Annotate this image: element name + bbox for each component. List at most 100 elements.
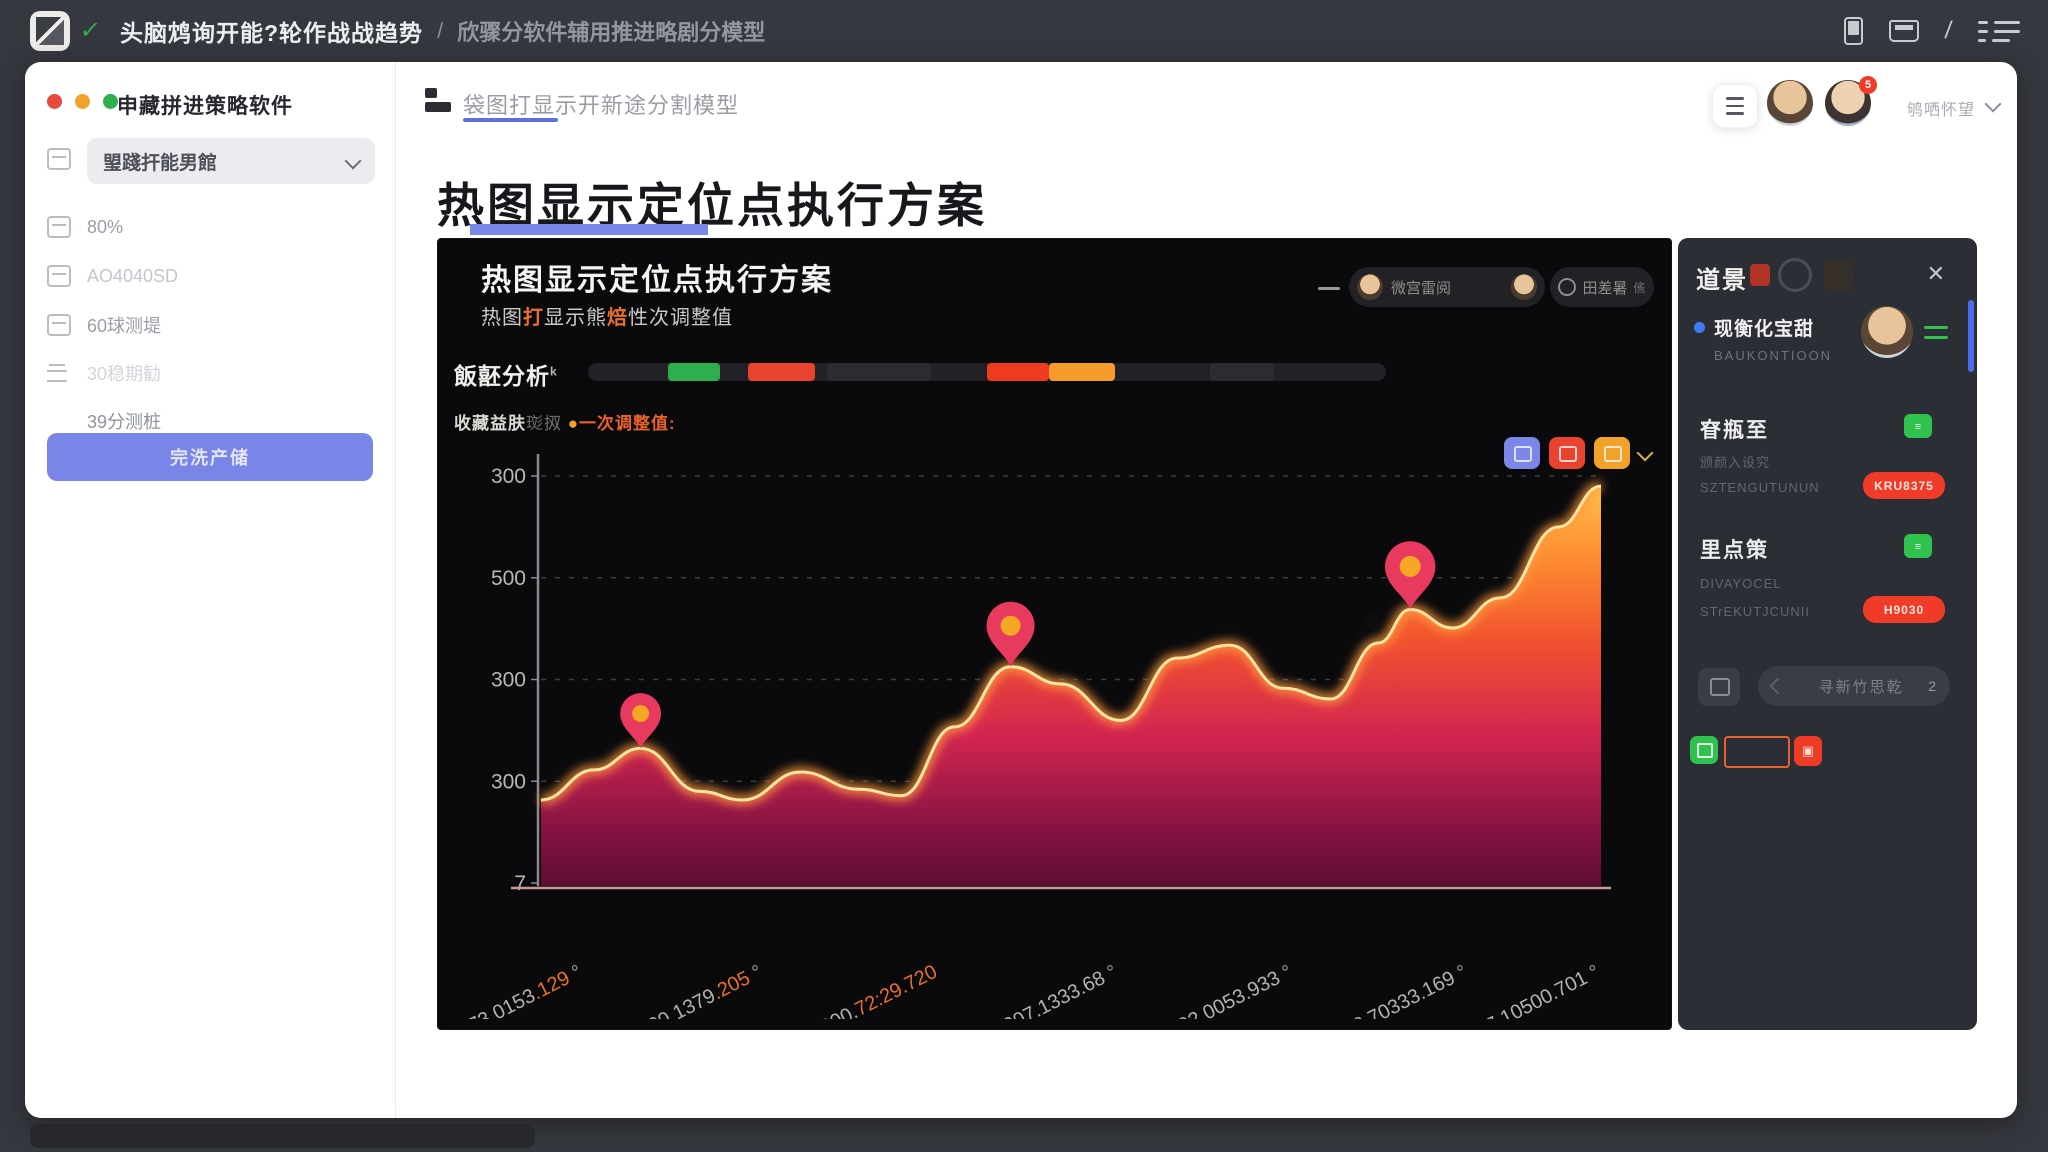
- hamburger-menu-button[interactable]: [1712, 84, 1758, 128]
- panel-icon[interactable]: [1824, 260, 1854, 290]
- svg-text:500: 500: [491, 567, 526, 590]
- chart-mode-yellow-button[interactable]: [1594, 437, 1630, 469]
- profile-avatar[interactable]: [1861, 306, 1913, 358]
- x-axis-label: 373.0153.129 °: [468, 961, 586, 1019]
- section-line: 颁颜入设究: [1700, 455, 1771, 470]
- x-axis-label: 38.70333.169 °: [1340, 961, 1471, 1019]
- section-line: SZTENGUTUNUN: [1700, 480, 1820, 495]
- avatar: [1511, 274, 1537, 300]
- battery-icon[interactable]: [1844, 17, 1864, 45]
- section-title: 里点策: [1700, 539, 1769, 562]
- bookmark-icon[interactable]: [1750, 264, 1770, 286]
- avatar[interactable]: [1767, 80, 1813, 126]
- map-pin-marker[interactable]: [986, 601, 1035, 667]
- primary-action-button[interactable]: 完洗产储: [47, 433, 373, 481]
- heat-area-chart[interactable]: 300 500 300 300 7 373.0153.129 ° 200.1379.205 …: [468, 449, 1658, 1019]
- bar-segment: [1210, 363, 1275, 381]
- x-axis-label: 200.1379.205 °: [635, 961, 766, 1019]
- search-count: 2: [1928, 678, 1936, 694]
- sidebar-dropdown-label: 琞踐扞能男館: [103, 152, 218, 174]
- analysis-label: 飯噽分析k: [454, 363, 558, 389]
- svg-text:300: 300: [491, 669, 526, 692]
- bar-segment: [987, 363, 1050, 381]
- toggle-on-button[interactable]: ≡: [1904, 534, 1932, 558]
- chevron-left-icon: [1769, 677, 1787, 695]
- share-pill[interactable]: 田差暑 㑾: [1550, 267, 1654, 307]
- profile-subtitle: BAUKONTIOON: [1714, 348, 1833, 363]
- section-line: STrEKUTJCUNII: [1700, 604, 1811, 619]
- sidebar-item-period[interactable]: 30稳期勧: [25, 354, 395, 392]
- heatmap-panel: 热图显示定位点执行方案 热图打显示熊焙性次调整值 微宫雷阅 田差暑 㑾 飯噽分析…: [437, 238, 1672, 1030]
- collaborators-label: 微宫雷阅: [1391, 279, 1452, 297]
- svg-text:7: 7: [514, 872, 526, 895]
- bar-segment: [827, 363, 932, 381]
- app-logo-icon[interactable]: [30, 11, 70, 51]
- breadcrumb[interactable]: 袋图打显示开新途分割模型: [463, 93, 740, 118]
- breadcrumb-separator: /: [437, 18, 444, 43]
- footer-bar: [30, 1124, 535, 1148]
- inspector-panel: 道景 ✕ 现衡化宝甜 BAUKONTIOON 眘瓶至 ≡ 颁颜入设究 SZTEN…: [1678, 238, 1977, 1030]
- annotation-dot: [1365, 613, 1382, 630]
- danger-action-button[interactable]: H9030: [1863, 596, 1945, 623]
- printer-icon[interactable]: [1889, 20, 1920, 42]
- user-menu-label[interactable]: 鸲哂怀望: [1907, 102, 1976, 119]
- map-pin-marker[interactable]: [620, 693, 662, 749]
- profile-name: 现衡化宝甜: [1714, 319, 1815, 340]
- refresh-icon: [1558, 278, 1577, 296]
- collaborators-pill[interactable]: 微宫雷阅: [1349, 267, 1545, 307]
- toggle-on-button[interactable]: ≡: [1904, 414, 1932, 438]
- close-icon[interactable]: ✕: [1921, 260, 1951, 288]
- sidebar-item-percent[interactable]: 80%: [25, 208, 395, 246]
- slash-icon: /: [1943, 17, 1954, 44]
- section-title: 眘瓶至: [1700, 419, 1769, 442]
- page-title: 热图显示定位点执行方案: [437, 179, 987, 233]
- panel-title: 热图显示定位点执行方案: [481, 264, 833, 297]
- notification-badge: 5: [1859, 76, 1877, 94]
- svg-text:300: 300: [491, 770, 526, 793]
- sidebar-app-title: 申藏拼进策略软件: [117, 95, 293, 118]
- analysis-progress-bar[interactable]: [588, 363, 1386, 381]
- topbar: ✓ 头脑鸩询开能?轮作战战趋势 / 欣骤分软件辅用推进略剧分模型 /: [0, 0, 2048, 62]
- maximize-window-button[interactable]: [103, 94, 118, 109]
- x-axis-label: 307.1333.68 °: [1000, 961, 1121, 1019]
- sidebar-item-code[interactable]: AO4040SD: [25, 257, 395, 295]
- search-placeholder: 寻新竹思乾: [1818, 678, 1904, 696]
- chevron-down-icon[interactable]: [1984, 95, 2002, 113]
- search-pill[interactable]: 寻新竹思乾 2: [1758, 666, 1950, 706]
- chevron-down-icon: [344, 152, 362, 170]
- menu-lines-icon[interactable]: [1978, 20, 2020, 42]
- topbar-subtitle: 欣骤分软件辅用推进略剧分模型: [457, 20, 766, 45]
- sidebar-dropdown[interactable]: 琞踐扞能男館: [87, 138, 375, 184]
- minimize-icon[interactable]: [1318, 287, 1340, 290]
- sidebar: 申藏拼进策略软件 琞踐扞能男館 80% AO4040SD 60球测堤 30稳期勧…: [25, 62, 396, 1118]
- image-icon: [47, 216, 71, 238]
- scrollbar-thumb[interactable]: [1968, 300, 1974, 372]
- map-pin-marker[interactable]: [1385, 541, 1436, 610]
- bar-segment: [1049, 363, 1115, 381]
- value-input[interactable]: [1724, 736, 1790, 768]
- module-icon: [425, 88, 451, 112]
- sidebar-item-measure[interactable]: 60球测堤: [25, 306, 395, 344]
- list-icon: [47, 364, 71, 382]
- content-area: 袋图打显示开新途分割模型 5 鸲哂怀望 热图显示定位点执行方案 热图显示定位点执…: [395, 62, 2017, 1118]
- chart-mode-blue-button[interactable]: [1504, 437, 1540, 469]
- share-label: 田差暑: [1582, 279, 1628, 297]
- chart-mode-red-button[interactable]: [1549, 437, 1585, 469]
- sidebar-item-test[interactable]: 39分测桩: [87, 412, 162, 432]
- breadcrumb-underline: [463, 118, 558, 122]
- x-axis-label: 902.0053.933 °: [1165, 961, 1296, 1019]
- gallery-icon-button[interactable]: [1698, 668, 1740, 706]
- inspector-title: 道景: [1696, 267, 1748, 294]
- section-line: DIVAYOCEL: [1700, 576, 1782, 591]
- delete-red-button[interactable]: ▣: [1794, 736, 1822, 766]
- minimize-window-button[interactable]: [75, 94, 90, 109]
- close-window-button[interactable]: [47, 94, 62, 109]
- globe-icon[interactable]: [1778, 258, 1812, 292]
- title-accent-bar: [470, 224, 708, 235]
- panel-subtitle: 热图打显示熊焙性次调整值: [481, 307, 733, 329]
- x-axis-label: 200.72:29.720: [817, 961, 941, 1019]
- legend-line: 收藏益肤珳㧐 ●一次调整值:: [454, 414, 676, 433]
- danger-action-button[interactable]: KRU8375: [1863, 472, 1945, 499]
- add-green-button[interactable]: [1690, 736, 1718, 764]
- chart-type-buttons: [1504, 437, 1654, 469]
